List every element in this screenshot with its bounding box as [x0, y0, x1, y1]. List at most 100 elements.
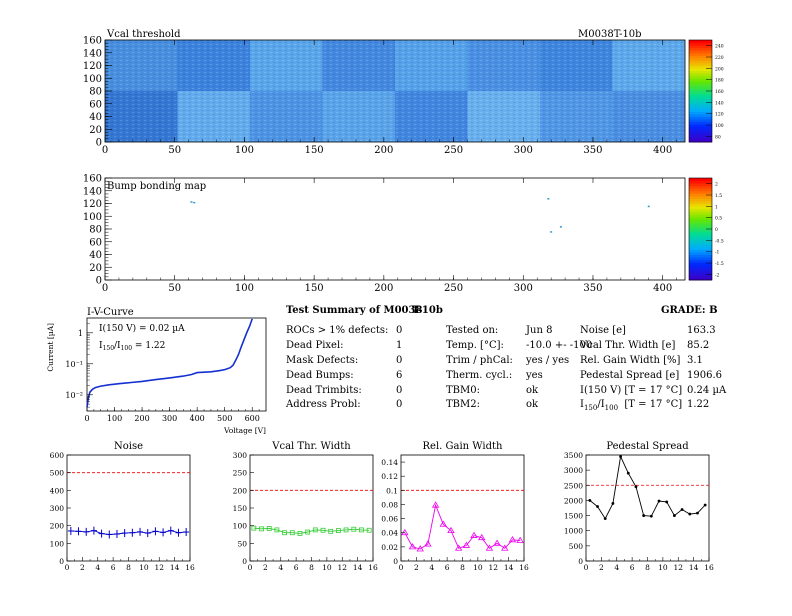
data-point: [703, 503, 707, 507]
summary-plot-title: Vcal Thr. Width: [271, 441, 351, 452]
data-point: [320, 527, 326, 533]
bump-defect-point: [193, 201, 196, 204]
colorbar-cell: [689, 244, 712, 248]
colorbar-cell: [689, 206, 712, 210]
x-tick-label: 16: [368, 563, 378, 572]
y-tick-label: 20: [89, 263, 102, 274]
colorbar-tick-label: -1: [715, 250, 720, 256]
colorbar-cell: [689, 108, 712, 112]
colorbar-cell: [689, 70, 712, 74]
summary-plot-frame: [400, 454, 525, 562]
x-tick-label: 12: [488, 563, 498, 572]
defect-label: Dead Trimbits:: [286, 385, 362, 396]
iv-curve-plot: I-V-Curve 0 100 200 300 400 500 600 10⁻² 10⁻¹ 1 Vol…: [46, 307, 267, 435]
x-tick-label: 300: [514, 145, 533, 156]
summary-plot-frame: [585, 454, 710, 562]
y-tick-label: 0: [578, 557, 583, 566]
colorbar-cell: [689, 65, 712, 69]
x-tick-label: 50: [168, 145, 181, 156]
summary-title-text: Test Summary of M0038: [286, 305, 423, 316]
x-tick-label: 8: [126, 563, 131, 572]
x-tick-label: 14: [504, 563, 514, 572]
colorbar-cell: [689, 111, 712, 115]
grade-text: GRADE: B: [661, 305, 718, 316]
colorbar-cell: [689, 55, 712, 59]
summary-plot-0: Noise 0 2 4 6 8 10 12 14 16 0 100 200 300 400 500 600: [50, 441, 195, 572]
colorbar-cell: [689, 106, 712, 110]
x-tick-label: 2: [599, 563, 604, 572]
data-point: [688, 512, 692, 516]
iv-x-tick-label: 300: [162, 414, 177, 423]
data-point: [634, 485, 638, 489]
x-tick-label: 250: [444, 283, 463, 294]
x-tick-label: 0: [102, 145, 108, 156]
x-tick-label: 400: [653, 145, 672, 156]
colorbar-cell: [689, 262, 712, 266]
y-tick-label: 100: [50, 539, 65, 548]
data-point: [336, 528, 341, 534]
x-tick-label: 250: [444, 145, 463, 156]
x-tick-label: 14: [689, 563, 699, 572]
colorbar-cell: [689, 251, 712, 255]
y-tick-label: 120: [83, 199, 102, 210]
condition-value: Jun 8: [526, 325, 553, 336]
colorbar-cell: [689, 229, 712, 233]
colorbar-cell: [689, 236, 712, 240]
summary-plot-title: Pedestal Spread: [606, 441, 689, 452]
colorbar-cell: [689, 91, 712, 95]
series-line: [70, 530, 187, 535]
colorbar-cell: [689, 85, 712, 89]
y-tick-label: 0.06: [381, 515, 398, 524]
iv-title: I-V-Curve: [87, 307, 134, 318]
colorbar-cell: [689, 96, 712, 100]
result-label: Vcal Thr. Width [e]: [580, 340, 676, 351]
data-point: [416, 545, 424, 552]
summary-plot-title: Rel. Gain Width: [423, 441, 503, 452]
y-tick-label: 0: [242, 557, 247, 566]
colorbar-cell: [689, 40, 712, 44]
colorbar-cell: [689, 264, 712, 268]
iv-annotation-part: /I: [114, 341, 121, 351]
data-point: [649, 514, 653, 518]
x-tick-label: 10: [658, 563, 668, 572]
colorbar-cell: [689, 274, 712, 278]
defect-label: ROCs > 1% defects:: [286, 325, 389, 336]
y-tick-label: 0.12: [381, 472, 398, 481]
y-tick-label: 2000: [564, 496, 583, 505]
y-tick-label: 500: [50, 469, 65, 478]
iv-ylabel: Current [µA]: [46, 323, 55, 372]
summary-plot-2: Rel. Gain Width 0 2 4 6 8 10 12 14 16 0 0.02 0.04 0.0…: [381, 441, 529, 572]
iv-curve-line: [86, 318, 253, 408]
bump-defect-point: [559, 226, 562, 228]
x-tick-label: 400: [653, 283, 672, 294]
x-tick-label: 350: [583, 145, 602, 156]
data-point: [266, 526, 272, 531]
x-tick-label: 4: [429, 563, 434, 572]
x-tick-label: 200: [374, 145, 393, 156]
x-tick-label: 300: [514, 283, 533, 294]
iv-x-tick-label: 600: [245, 414, 260, 423]
x-tick-label: 2: [263, 563, 268, 572]
iv-y-tick-label: 10⁻²: [65, 391, 83, 400]
colorbar-cell: [689, 249, 712, 253]
iv-x-tick-label: 200: [134, 414, 149, 423]
data-point: [259, 526, 264, 532]
colorbar-cell: [689, 129, 712, 133]
data-point: [282, 530, 287, 536]
y-tick-label: 300: [50, 504, 65, 513]
condition-value: -10.0 +- -100: [526, 340, 593, 351]
y-tick-label: 0.08: [381, 500, 398, 509]
colorbar-cell: [689, 88, 712, 92]
x-tick-label: 350: [583, 283, 602, 294]
colorbar-cell: [689, 254, 712, 258]
x-tick-label: 12: [154, 563, 164, 572]
colorbar-cell: [689, 45, 712, 49]
colorbar-cell: [689, 226, 712, 230]
colorbar-cell: [689, 223, 712, 227]
result-value: 3.1: [687, 355, 703, 366]
colorbar-cell: [689, 68, 712, 72]
defect-value: 1: [396, 340, 403, 351]
